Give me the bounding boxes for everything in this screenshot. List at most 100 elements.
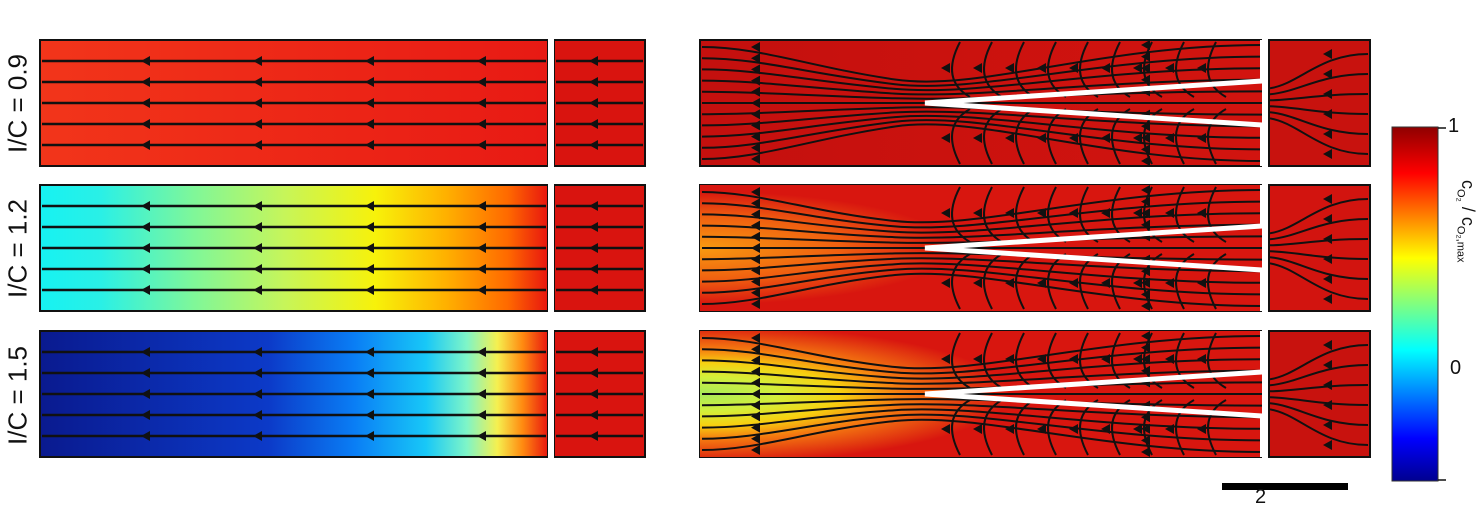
flow-arrowhead: [1005, 133, 1014, 143]
flow-arrowhead: [751, 276, 760, 287]
flow-arrowhead: [751, 299, 760, 309]
flow-arrowhead: [141, 285, 150, 295]
flow-arrowhead: [141, 77, 150, 87]
flow-arrowhead: [1101, 424, 1110, 434]
flow-arrowhead: [141, 201, 150, 211]
flow-arrowhead: [253, 243, 262, 253]
streamline: [1175, 399, 1195, 456]
flow-arrowhead: [365, 77, 374, 87]
streamline: [1269, 408, 1369, 446]
flow-arrowhead: [477, 119, 486, 129]
flow-arrowhead: [751, 64, 760, 75]
flow-arrowhead: [1005, 208, 1014, 218]
row-label-2: I/C = 1.2: [2, 199, 33, 298]
flow-arrowhead: [751, 42, 760, 52]
streamline: [1269, 53, 1369, 90]
flow-arrowhead: [941, 424, 950, 434]
flow-arrowhead: [1197, 133, 1206, 143]
flow-arrowhead: [365, 56, 374, 66]
streamline: [1015, 186, 1035, 243]
flow-arrowhead: [751, 254, 760, 265]
flow-arrowhead: [1323, 109, 1332, 119]
flow-arrowhead: [1197, 424, 1206, 434]
flow-arrowhead: [1323, 360, 1332, 370]
flow-arrowhead: [751, 75, 760, 86]
flow-arrowhead: [477, 77, 486, 87]
flow-arrowhead: [751, 445, 760, 455]
flow-arrowhead: [1005, 278, 1014, 288]
streamline: [701, 114, 1263, 139]
flow-arrowhead: [1037, 208, 1046, 218]
flow-arrowhead: [751, 366, 760, 377]
flow-arrowhead: [973, 424, 982, 434]
right-column: [699, 38, 1371, 459]
flow-arrowhead: [1197, 354, 1206, 364]
flow-arrowhead: [589, 77, 598, 87]
flow-arrowhead: [1005, 354, 1014, 364]
streamline: [1111, 186, 1131, 243]
flow-arrowhead: [1141, 331, 1150, 341]
streamline: [1269, 93, 1369, 102]
flow-arrowhead: [751, 355, 760, 366]
streamline: [701, 235, 1263, 244]
flow-arrowhead: [941, 354, 950, 364]
streamline: [701, 189, 1263, 224]
flow-arrowhead: [973, 354, 982, 364]
row-label-1: I/C = 0.9: [2, 54, 33, 153]
flow-arrowhead: [1133, 424, 1142, 434]
flow-arrowhead: [141, 98, 150, 108]
flow-arrowhead: [1141, 40, 1150, 50]
flow-arrowhead: [1165, 208, 1174, 218]
streamline: [1269, 402, 1369, 426]
flow-arrowhead: [253, 98, 262, 108]
streamline: [701, 418, 1263, 453]
flow-arrowhead: [589, 389, 598, 399]
streamline: [983, 253, 1003, 310]
streamline: [701, 413, 1263, 442]
flow-arrowhead: [253, 77, 262, 87]
flow-arrowhead: [253, 56, 262, 66]
colorbar-title: cO₂ / cO₂,max: [1454, 180, 1478, 263]
flow-arrowhead: [365, 389, 374, 399]
streamline: [951, 253, 971, 310]
flow-arrowhead: [1141, 63, 1150, 74]
flow-arrowhead: [751, 142, 760, 153]
flow-arrowhead: [1037, 278, 1046, 288]
streamline: [701, 272, 1263, 307]
streamline: [1111, 253, 1131, 310]
flow-arrowhead: [253, 431, 262, 441]
flow-arrowhead: [1141, 354, 1150, 365]
flow-arrowhead: [1069, 424, 1078, 434]
flow-arrowhead: [253, 285, 262, 295]
colorbar-min-label: 0: [1450, 357, 1462, 379]
flow-arrowhead: [1165, 354, 1174, 364]
streamline: [1111, 41, 1131, 98]
flow-arrowhead: [589, 222, 598, 232]
flow-arrowhead: [253, 222, 262, 232]
flow-arrowhead: [477, 264, 486, 274]
flow-arrowhead: [1141, 277, 1150, 288]
flow-arrowhead: [1141, 208, 1150, 219]
flow-arrowhead: [973, 278, 982, 288]
streamline: [1269, 117, 1369, 155]
flow-arrowhead: [1141, 156, 1150, 166]
wedge-separator: [924, 369, 1263, 419]
streamline: [701, 267, 1263, 296]
flow-arrowhead: [1133, 133, 1142, 143]
flow-arrowhead: [365, 368, 374, 378]
flow-arrowhead: [1037, 133, 1046, 143]
streamline: [1207, 399, 1227, 456]
streamline: [1269, 238, 1369, 247]
flow-arrowhead: [589, 140, 598, 150]
flow-arrowhead: [477, 222, 486, 232]
streamline: [701, 369, 1263, 385]
flow-arrowhead: [253, 410, 262, 420]
flow-arrowhead: [1323, 274, 1332, 284]
streamline: [1111, 399, 1131, 456]
streamline: [1207, 253, 1227, 310]
streamline: [701, 123, 1263, 162]
flow-arrowhead: [1069, 208, 1078, 218]
flow-arrowhead: [1101, 278, 1110, 288]
flow-arrowhead: [1323, 340, 1332, 350]
flow-arrowhead: [365, 222, 374, 232]
